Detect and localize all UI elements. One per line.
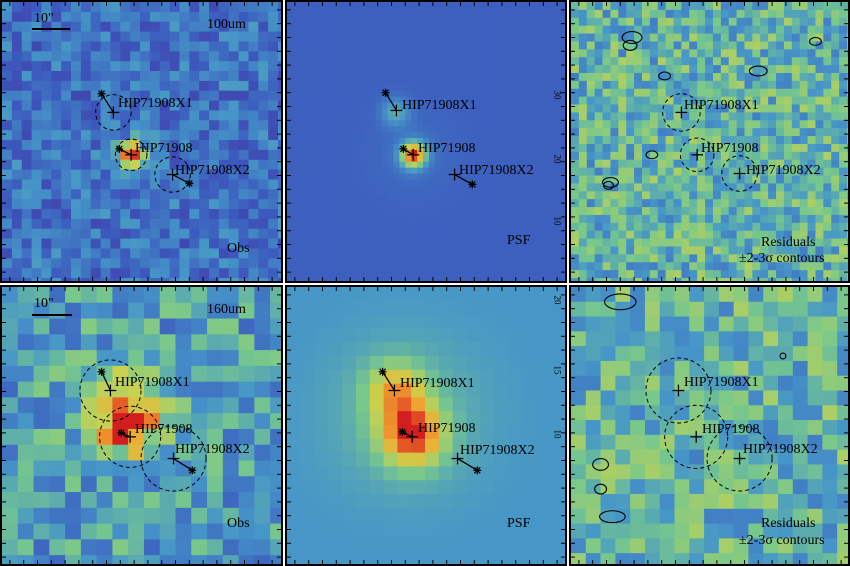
source-label-x2: HIP71908X2	[460, 443, 535, 458]
axis-tick-label: 15	[552, 365, 563, 375]
band-label: 100um	[207, 17, 246, 32]
panel-160um-obs: 10" 160um HIP71908X1 HIP71908 HIP71908X2…	[0, 285, 283, 566]
image-100um-residual	[571, 2, 848, 281]
panel-corner-label: Obs	[227, 516, 250, 531]
source-label-main: HIP71908	[418, 421, 476, 436]
source-label-main: HIP71908	[418, 141, 476, 156]
contour-label: ±2-3σ contours	[739, 251, 825, 266]
scale-bar	[32, 314, 72, 316]
image-160um-residual	[571, 287, 848, 564]
scale-bar	[32, 28, 70, 30]
panel-100um-residual: HIP71908X1 HIP71908 HIP71908X2 Residuals…	[569, 0, 850, 283]
source-label-x2: HIP71908X2	[746, 163, 821, 178]
axis-tick-label: 10	[552, 429, 563, 439]
source-label-x1: HIP71908X1	[118, 96, 193, 111]
axis-tick-label: 10	[552, 216, 563, 226]
band-label: 160um	[207, 302, 246, 317]
axis-tick-label: 30	[552, 90, 563, 100]
source-label-x1: HIP71908X1	[400, 376, 475, 391]
source-label-x2: HIP71908X2	[175, 163, 250, 178]
residual-label: Residuals	[761, 235, 816, 250]
residual-label: Residuals	[761, 516, 816, 531]
source-label-x1: HIP71908X1	[684, 375, 759, 390]
source-label-main: HIP71908	[702, 422, 760, 437]
panel-100um-obs: 10" 100um HIP71908X1 HIP71908 HIP71908X2…	[0, 0, 283, 283]
axis-tick-label: 20	[552, 295, 563, 305]
image-160um-psf	[287, 287, 565, 564]
panel-corner-label: PSF	[507, 233, 531, 248]
source-label-x2: HIP71908X2	[175, 442, 250, 457]
scale-bar-label: 10"	[34, 296, 54, 311]
source-label-main: HIP71908	[135, 141, 193, 156]
contour-label: ±2-3σ contours	[739, 533, 825, 548]
source-label-main: HIP71908	[135, 422, 193, 437]
source-label-x2: HIP71908X2	[459, 163, 534, 178]
source-label-main: HIP71908	[701, 141, 759, 156]
image-160um-obs	[2, 287, 281, 564]
panel-160um-psf: 20 15 10 HIP71908X1 HIP71908 HIP71908X2 …	[285, 285, 567, 566]
source-label-x1: HIP71908X1	[684, 98, 759, 113]
scale-bar-label: 10"	[34, 11, 54, 26]
source-label-x1: HIP71908X1	[115, 375, 190, 390]
panel-corner-label: PSF	[507, 516, 531, 531]
image-100um-psf	[287, 2, 565, 281]
image-100um-obs	[2, 2, 281, 281]
panel-corner-label: Obs	[227, 241, 250, 256]
axis-tick-label: 20	[552, 154, 563, 164]
source-label-x2: HIP71908X2	[743, 442, 818, 457]
panel-100um-psf: 30 20 10 HIP71908X1 HIP71908 HIP71908X2 …	[285, 0, 567, 283]
panel-160um-residual: HIP71908X1 HIP71908 HIP71908X2 Residuals…	[569, 285, 850, 566]
source-label-x1: HIP71908X1	[402, 98, 477, 113]
